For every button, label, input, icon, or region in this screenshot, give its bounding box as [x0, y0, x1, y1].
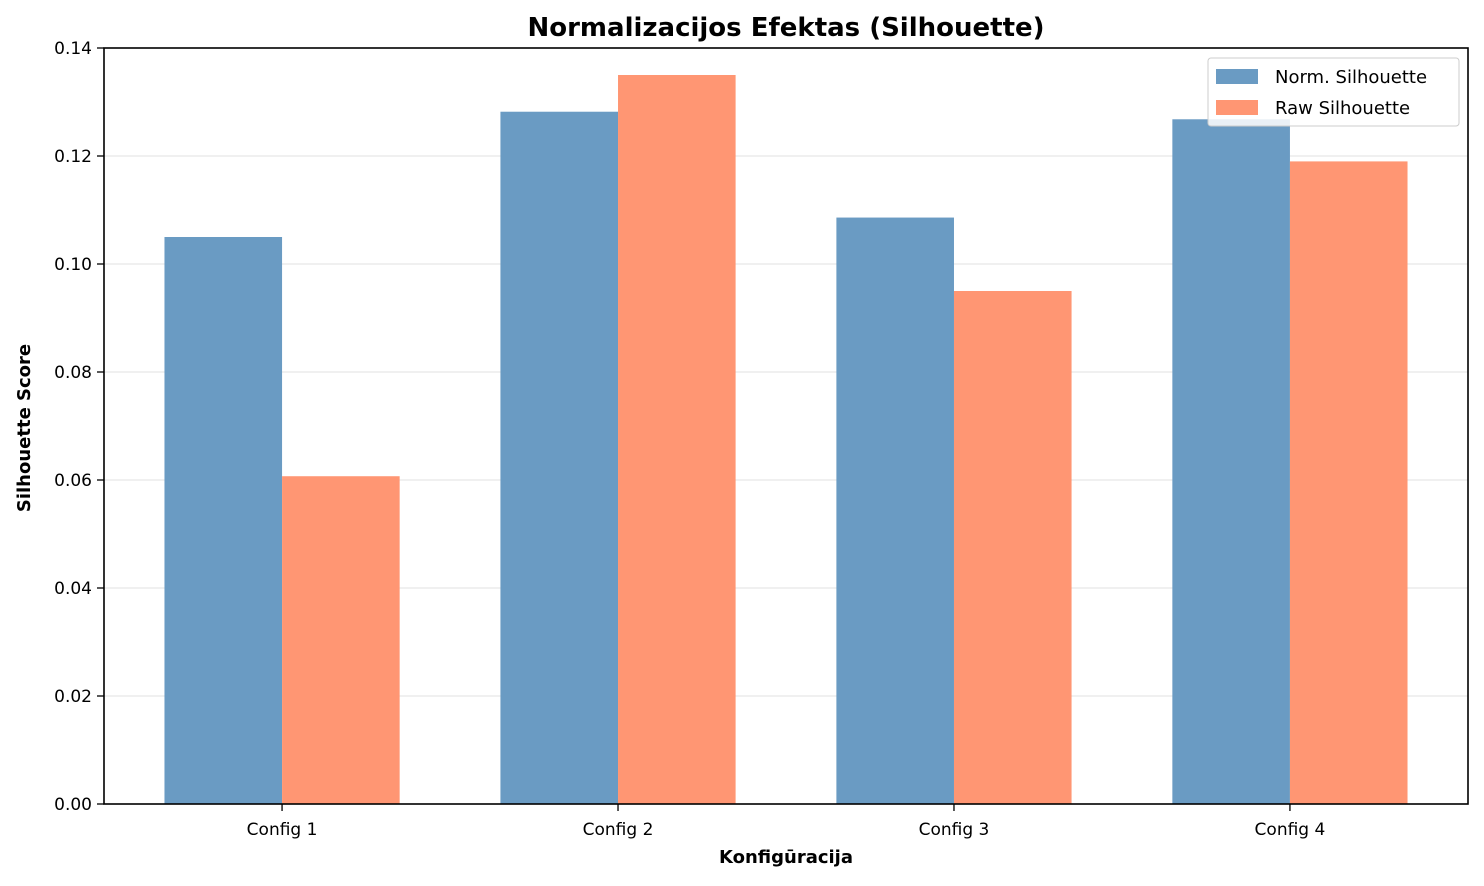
y-tick-label: 0.02 — [54, 687, 92, 707]
y-tick-label: 0.06 — [54, 471, 92, 491]
bar-raw-2 — [618, 75, 736, 804]
bar-raw-3 — [953, 291, 1072, 804]
bar-norm-4 — [1172, 119, 1290, 804]
chart-title: Normalizacijos Efektas (Silhouette) — [527, 13, 1044, 43]
legend-label-norm: Norm. Silhouette — [1275, 67, 1427, 88]
y-tick-label: 0.14 — [54, 39, 92, 59]
x-tick-label: Config 2 — [583, 820, 654, 840]
y-tick-label: 0.12 — [54, 147, 92, 167]
x-tick-label: Config 3 — [919, 820, 990, 840]
y-tick-label: 0.10 — [54, 255, 92, 275]
bar-norm-3 — [836, 217, 954, 804]
bar-norm-1 — [164, 237, 283, 804]
bar-raw-1 — [282, 476, 400, 804]
x-axis-ticks: Config 1 Config 2 Config 3 Config 4 — [247, 804, 1326, 840]
legend-label-raw: Raw Silhouette — [1275, 98, 1410, 119]
y-axis-title: Silhouette Score — [14, 344, 35, 512]
legend: Norm. Silhouette Raw Silhouette — [1207, 57, 1460, 127]
bar-norm-2 — [500, 111, 619, 805]
x-axis-title: Konfigūracija — [719, 847, 853, 868]
x-tick-label: Config 1 — [247, 820, 318, 840]
y-tick-label: 0.00 — [54, 795, 92, 815]
y-axis-ticks: 0.00 0.02 0.04 0.06 0.08 0.10 0.12 0.14 — [54, 39, 104, 815]
legend-swatch-norm — [1216, 69, 1258, 84]
y-tick-label: 0.04 — [54, 579, 92, 599]
plot-frame — [103, 47, 1469, 805]
x-tick-label: Config 4 — [1255, 820, 1326, 840]
legend-swatch-raw — [1216, 100, 1258, 115]
y-tick-label: 0.08 — [54, 363, 92, 383]
legend-box — [1207, 57, 1460, 127]
bars — [164, 75, 1408, 805]
bar-raw-4 — [1289, 161, 1408, 804]
